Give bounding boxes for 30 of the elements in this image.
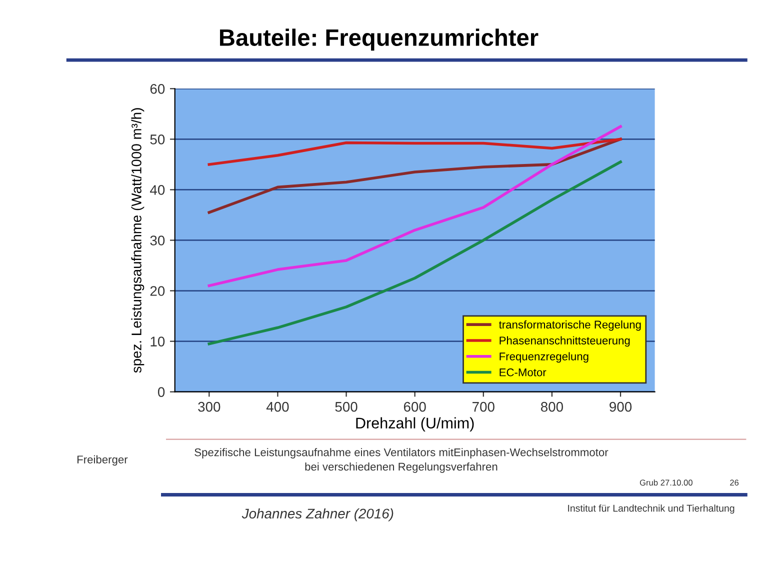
x-tick-label: 700 [472,402,494,412]
text: Freiberger [77,455,128,466]
y-tick-label: 0 [158,387,165,397]
line-series [208,125,622,288]
text: Spezifische Leistungsaufnahme eines Ventilators mitEinphasen-Wechselstrommotor bei verschiedenen Regelungsverfahren [194,448,608,473]
x-tick-label: 600 [404,402,426,412]
y-tick-label: 20 [150,286,165,296]
text: Institut für Landtechnik und Tierhaltung [568,504,734,514]
y-axis-title: spez. Leistungsaufnahme (Watt/1000 m³/h) [131,108,144,373]
text: 26 [730,480,739,486]
x-tick-label: 800 [540,402,564,412]
x-tick-label: 500 [335,402,358,412]
line-series [208,138,622,214]
y-tick-label: 50 [150,134,165,144]
y-tick-label: 30 [150,236,165,246]
text: Johannes Zahner (2016) [242,508,394,522]
legend-label: transformatorische Regelung [498,320,641,331]
x-axis-title: Drehzahl (U/mim) [356,417,474,432]
y-tick-label: 40 [150,185,165,195]
line-series [208,138,622,166]
y-tick-label: 60 [150,84,165,94]
x-tick-label: 900 [610,402,632,412]
x-tick-label: 300 [198,402,220,412]
chart-title: Bauteile: Frequenzumrichter [220,28,538,51]
x-tick-label: 400 [266,402,289,412]
y-tick-label: 10 [150,336,165,346]
text: Grub 27.10.00 [640,479,692,486]
legend-label: EC-Motor [500,368,546,376]
legend-label: Phasenanschnittsteuerung [500,336,630,347]
legend-label: Frequenzregelung [500,352,588,363]
